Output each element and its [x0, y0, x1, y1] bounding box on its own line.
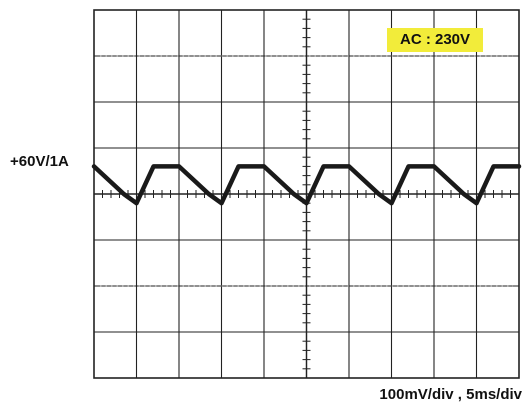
graticule — [93, 9, 520, 379]
trace-reference-label: +60V/1A — [10, 153, 69, 170]
trace-line — [91, 164, 522, 206]
waveform-trace — [91, 164, 522, 206]
scale-setting-label: 100mV/div , 5ms/div — [379, 386, 522, 403]
input-voltage-badge: AC : 230V — [387, 28, 483, 52]
